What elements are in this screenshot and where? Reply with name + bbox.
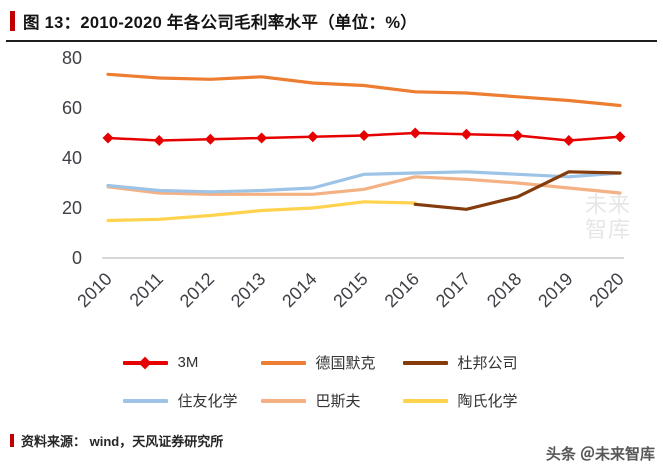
diamond-marker (512, 130, 524, 141)
x-tick-label: 2018 (483, 269, 525, 311)
legend-label: 3M (177, 354, 199, 371)
x-tick-label: 2011 (126, 269, 168, 311)
diamond-marker (256, 132, 268, 144)
chart-title: 图 13：2010-2020 年各公司毛利率水平（单位：%） (23, 14, 418, 32)
x-tick-label: 2015 (329, 269, 371, 311)
legend-line-swatch (122, 356, 168, 369)
legend-item-3: 杜邦公司 (402, 352, 541, 373)
diamond-marker (614, 131, 626, 143)
diamond-marker (358, 130, 370, 141)
y-tick-label: 80 (62, 48, 82, 68)
y-tick-label: 60 (62, 98, 82, 118)
legend-item-2: 德国默克 (260, 352, 403, 373)
legend-label: 德国默克 (315, 355, 376, 372)
y-tick-label: 0 (72, 248, 82, 268)
source-row: 资料来源： wind，天风证券研究所 (10, 431, 663, 450)
diamond-marker (307, 131, 319, 143)
series-line-陶氏化学 (106, 200, 417, 223)
y-tick-label: 40 (62, 148, 82, 168)
x-tick-label: 2020 (585, 269, 627, 311)
legend-label: 杜邦公司 (457, 355, 518, 372)
x-tick-label: 2010 (73, 269, 115, 311)
series-line-巴斯夫 (106, 175, 622, 196)
legend-item-4: 住友化学 (122, 390, 261, 411)
x-tick-label: 2013 (227, 269, 269, 311)
legend-item-6: 陶氏化学 (402, 390, 541, 411)
source-accent-bar (10, 434, 14, 447)
series-line-杜邦公司 (413, 170, 622, 211)
diamond-marker (563, 135, 575, 146)
watermark-toutiao: 头条 ＠未来智库 (545, 446, 655, 463)
legend-diamond-icon (138, 356, 152, 369)
diamond-marker (102, 132, 114, 144)
legend-line-swatch (122, 398, 168, 403)
source-text: 资料来源： wind，天风证券研究所 (21, 434, 224, 449)
legend-item-1: 3M (122, 352, 261, 373)
diamond-marker (153, 135, 165, 146)
legend-label: 陶氏化学 (457, 393, 518, 410)
y-tick-label: 20 (62, 198, 82, 218)
title-accent-bar (10, 11, 15, 31)
diamond-marker (409, 127, 421, 139)
legend-line-swatch (402, 360, 448, 365)
series-line-住友化学 (106, 170, 622, 194)
legend-label: 住友化学 (177, 393, 238, 410)
diamond-marker (460, 128, 472, 140)
legend: 3M 德国默克 杜邦公司住友化学 巴斯夫 陶氏化学 (0, 352, 663, 411)
legend-item-5: 巴斯夫 (260, 390, 403, 411)
x-tick-label: 2019 (534, 269, 576, 311)
chart-area: 0 20 40 60 80 2010 2011 2012 2013 2014 2015 2016 201… (0, 42, 663, 320)
chart-header: 图 13：2010-2020 年各公司毛利率水平（单位：%） (6, 0, 657, 42)
series-line-德国默克 (106, 72, 622, 108)
diamond-marker (204, 133, 216, 145)
x-tick-label: 2017 (432, 269, 474, 311)
legend-line-swatch (402, 398, 448, 403)
legend-line-swatch (260, 360, 306, 365)
legend-label: 巴斯夫 (315, 393, 361, 410)
x-tick-label: 2012 (176, 269, 218, 311)
x-tick-label: 2014 (278, 269, 320, 311)
x-tick-label: 2016 (381, 269, 423, 311)
legend-line-swatch (260, 398, 306, 403)
